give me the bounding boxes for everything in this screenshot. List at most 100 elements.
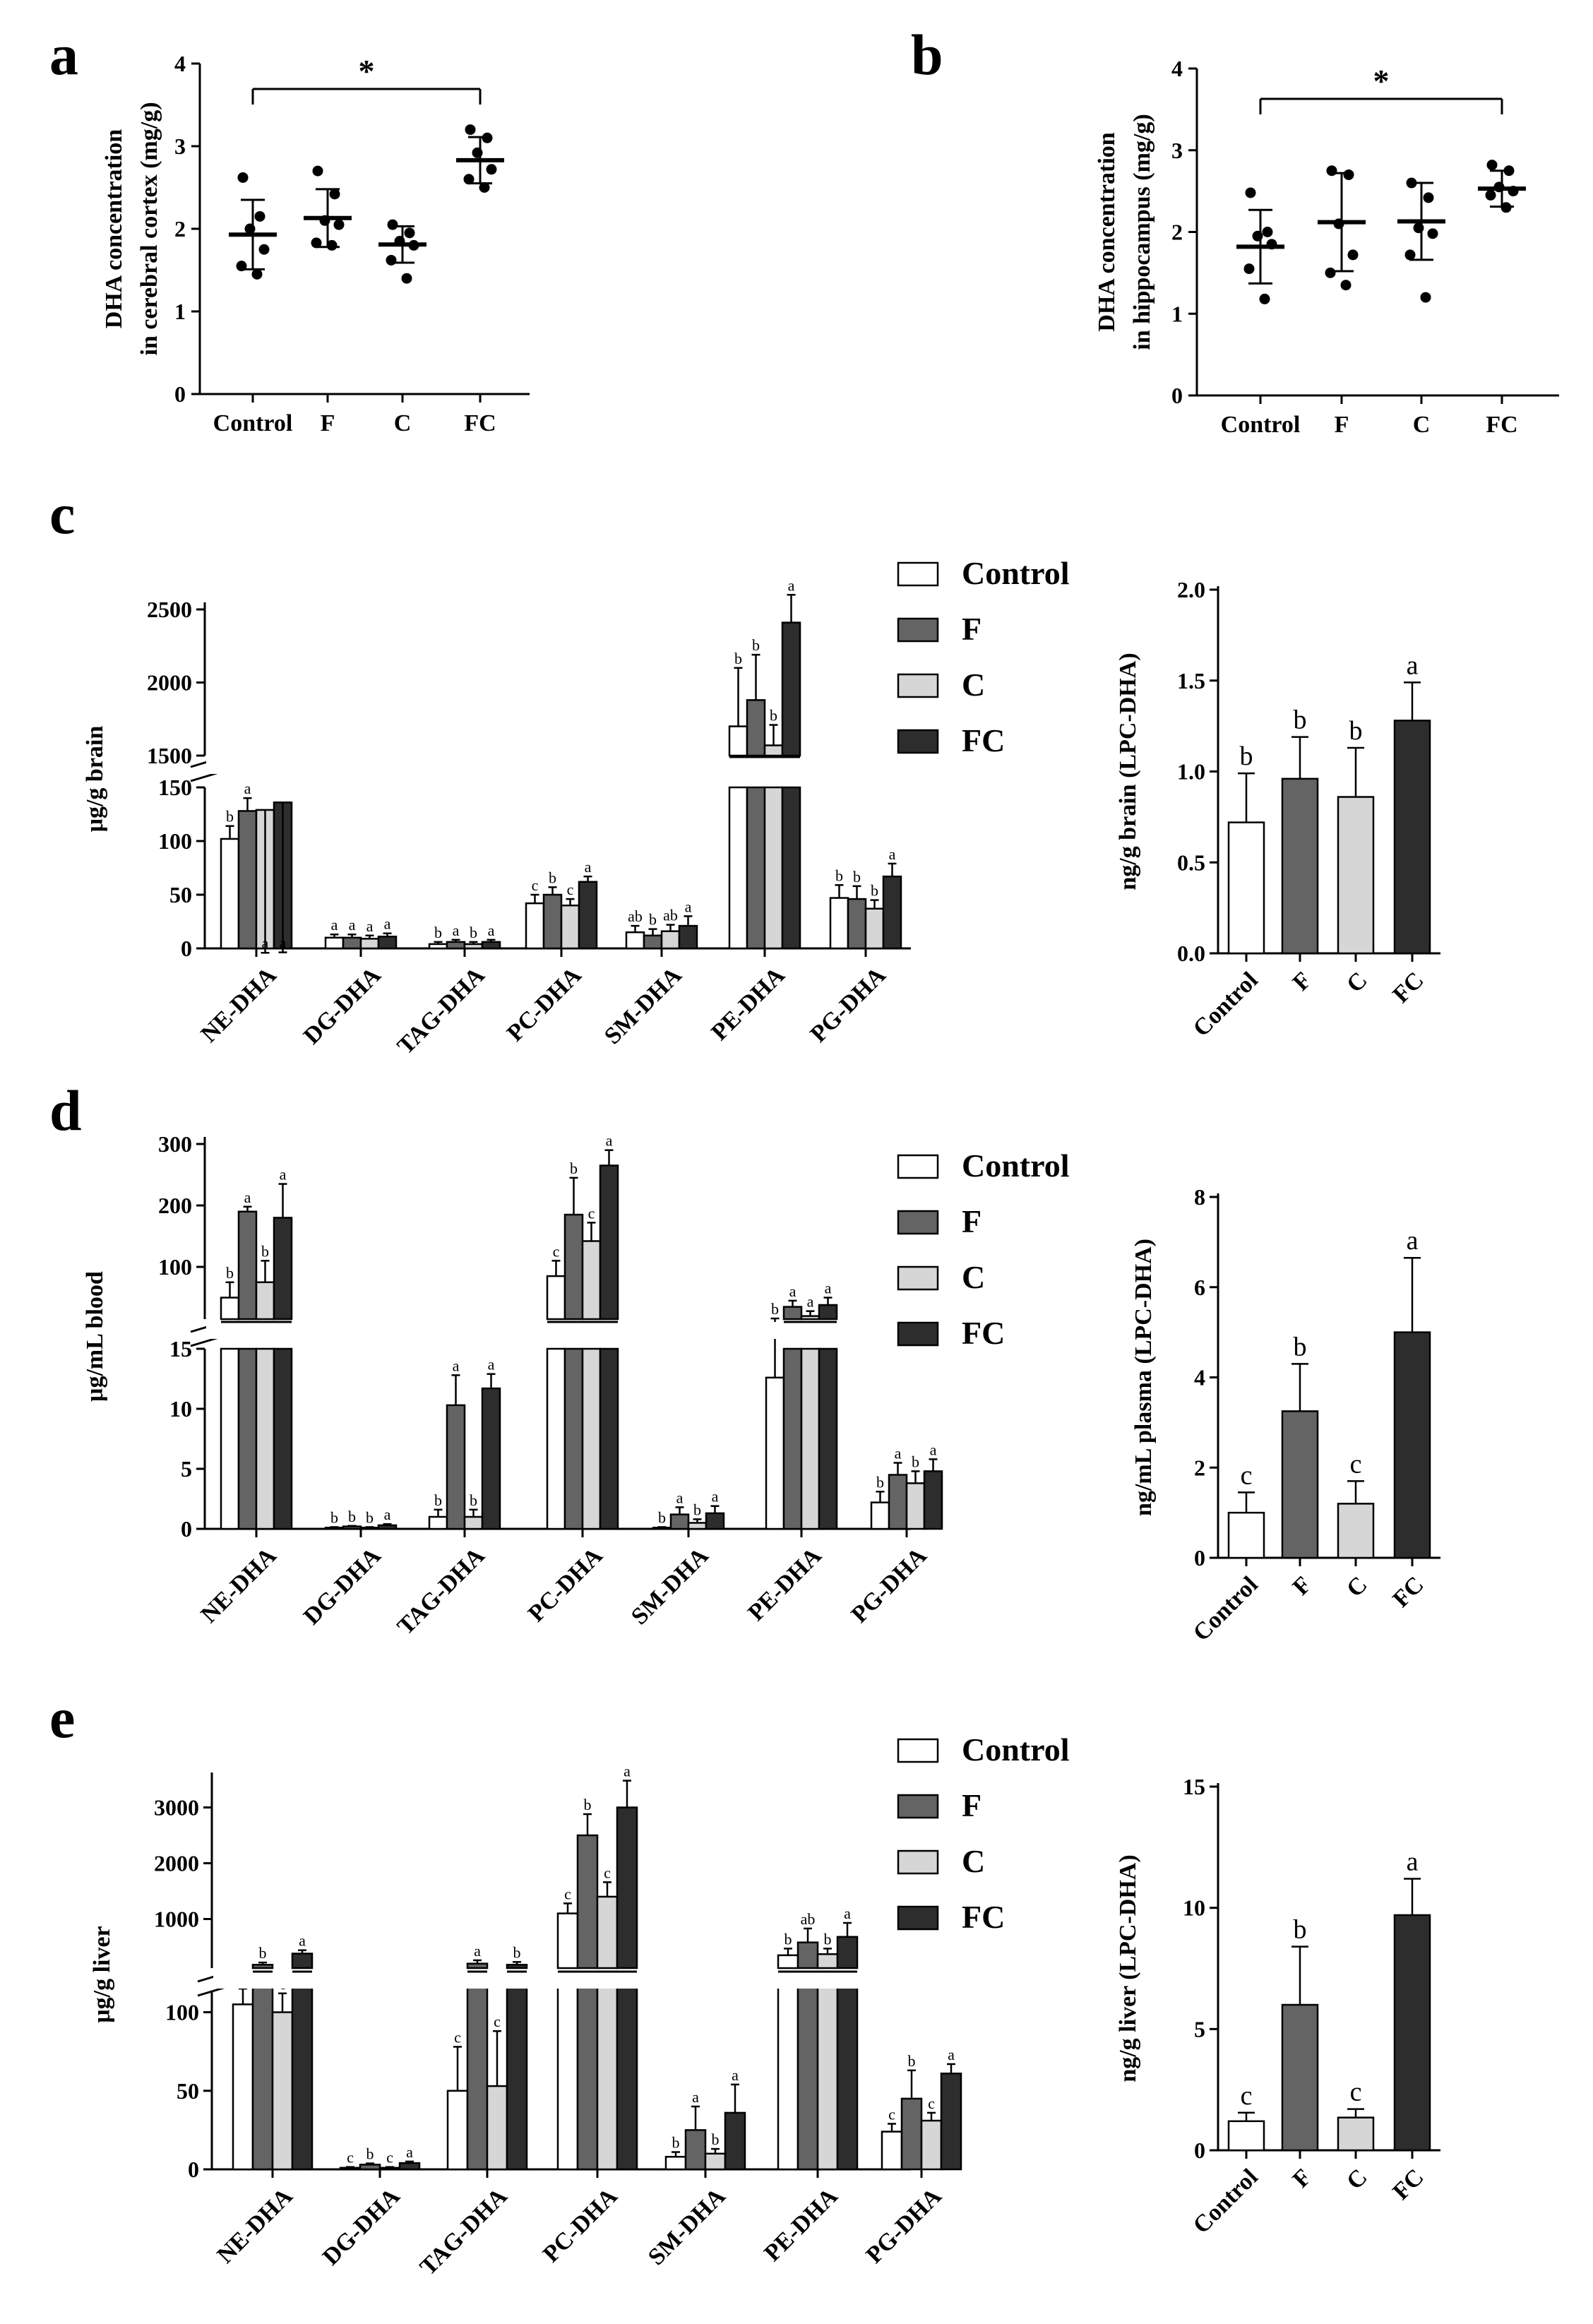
y-tick-label: 15 <box>1183 1774 1205 1799</box>
significance-letter: c <box>532 876 539 894</box>
y-tick-label: 100 <box>158 1254 192 1280</box>
x-category-label: PC-DHA <box>538 2183 623 2268</box>
y-tick-label: 0 <box>1171 383 1183 408</box>
bar-C <box>864 907 885 950</box>
significance-letter: b <box>434 1491 442 1509</box>
significance-letter: a <box>453 922 460 939</box>
significance-letter: b <box>876 1473 884 1491</box>
bar-FC-upper <box>818 1304 838 1321</box>
data-point <box>1243 263 1255 275</box>
y-tick-label: 150 <box>158 775 192 800</box>
bar-Control-lower <box>546 1347 566 1530</box>
x-category-label: C <box>1342 2164 1373 2195</box>
data-point <box>254 210 266 222</box>
significance-letter: a <box>948 2046 955 2063</box>
significance-letter: a <box>280 1166 287 1184</box>
significance-letter: b <box>470 924 477 941</box>
legend-label: Control <box>962 1732 1070 1768</box>
data-point <box>1404 249 1416 261</box>
significance-letter: a <box>366 917 374 935</box>
bar-C <box>660 930 681 950</box>
x-category-label: Control <box>1188 1571 1263 1646</box>
significance-star: * <box>359 53 375 89</box>
bar-F-upper <box>576 1834 599 1970</box>
legend-swatch-Control <box>897 561 939 587</box>
bar-Control <box>829 897 849 950</box>
significance-letter: ab <box>628 907 643 925</box>
significance-letter: a <box>280 934 287 952</box>
x-category-label: PC-DHA <box>523 1542 608 1627</box>
significance-letter: a <box>299 1932 306 1950</box>
data-point <box>479 182 490 193</box>
bar-Control <box>525 902 545 950</box>
legend-label: Control <box>962 555 1070 591</box>
y-tick-label: 1 <box>1171 301 1183 326</box>
bar-FC-upper <box>273 1217 293 1321</box>
significance-letter: a <box>349 916 356 934</box>
data-point <box>387 219 398 230</box>
x-category-label: PE-DHA <box>706 962 790 1046</box>
axis-break-gap <box>206 1322 912 1339</box>
y-tick-label: 3000 <box>154 1794 199 1820</box>
x-category-label: NE-DHA <box>196 1542 282 1628</box>
legend-swatch-F <box>897 1794 939 1819</box>
significance-letter: a <box>384 1506 391 1523</box>
x-category-label: Control <box>1221 412 1301 438</box>
significance-letter: a <box>244 780 251 797</box>
bar-FC-lower <box>781 786 801 950</box>
bar-F <box>342 1525 362 1530</box>
significance-letter: b <box>470 1491 477 1509</box>
significance-letter: b <box>871 882 878 900</box>
x-category-label: PG-DHA <box>861 2183 947 2268</box>
bar-Control <box>428 943 448 950</box>
significance-letter: b <box>513 1943 521 1961</box>
bar-F-upper <box>782 1306 803 1321</box>
bar-Control-upper <box>777 1954 799 1970</box>
significance-letter: b <box>712 2131 720 2148</box>
significance-letter: a <box>331 916 338 934</box>
significance-letter: a <box>585 858 592 876</box>
x-category-label: Control <box>1188 967 1263 1042</box>
significance-letter: b <box>752 636 760 654</box>
x-category-label: Control <box>213 410 293 436</box>
bar-F-upper <box>563 1213 584 1321</box>
data-point <box>486 164 497 175</box>
data-point <box>404 227 415 239</box>
legend-label: C <box>962 1259 985 1295</box>
bar-F <box>1281 1410 1319 1559</box>
bar-FC <box>481 941 501 950</box>
bar-C <box>560 904 580 950</box>
significance-letter: b <box>570 1160 578 1177</box>
axis-break-gap <box>213 1972 912 1989</box>
significance-letter: a <box>1407 650 1419 680</box>
data-point <box>1485 189 1496 201</box>
bar-FC-upper <box>599 1164 619 1321</box>
x-category-label: PE-DHA <box>759 2183 843 2267</box>
significance-letter: a <box>606 1132 613 1150</box>
y-tick-label: 10 <box>1183 1895 1205 1921</box>
bar-FC-lower <box>836 1979 859 2171</box>
bar-Control-lower <box>556 1979 579 2171</box>
x-category-label: SM-DHA <box>599 962 687 1049</box>
bar-C-upper <box>816 1953 839 1970</box>
y-tick-label: 15 <box>169 1336 192 1361</box>
legend-label: FC <box>962 722 1005 758</box>
legend-swatch-F <box>897 617 939 643</box>
significance-letter: a <box>624 1763 631 1780</box>
y-tick-label: 200 <box>158 1193 192 1218</box>
bar-FC-upper <box>506 1964 528 1970</box>
bar-C-lower <box>581 1347 602 1530</box>
significance-letter: a <box>1407 1847 1419 1876</box>
significance-letter: c <box>567 881 574 898</box>
y-tick-label: 1.5 <box>1177 668 1205 693</box>
bar-C <box>704 2152 727 2171</box>
legend-swatch-C <box>897 1265 939 1291</box>
significance-letter: a <box>732 2066 739 2084</box>
bar-FC <box>678 924 698 950</box>
y-tick-label: 2500 <box>147 597 192 622</box>
data-point <box>333 219 345 230</box>
bar-Control <box>881 2131 903 2171</box>
bar-C-upper <box>763 744 784 757</box>
significance-letter: b <box>1349 716 1363 746</box>
